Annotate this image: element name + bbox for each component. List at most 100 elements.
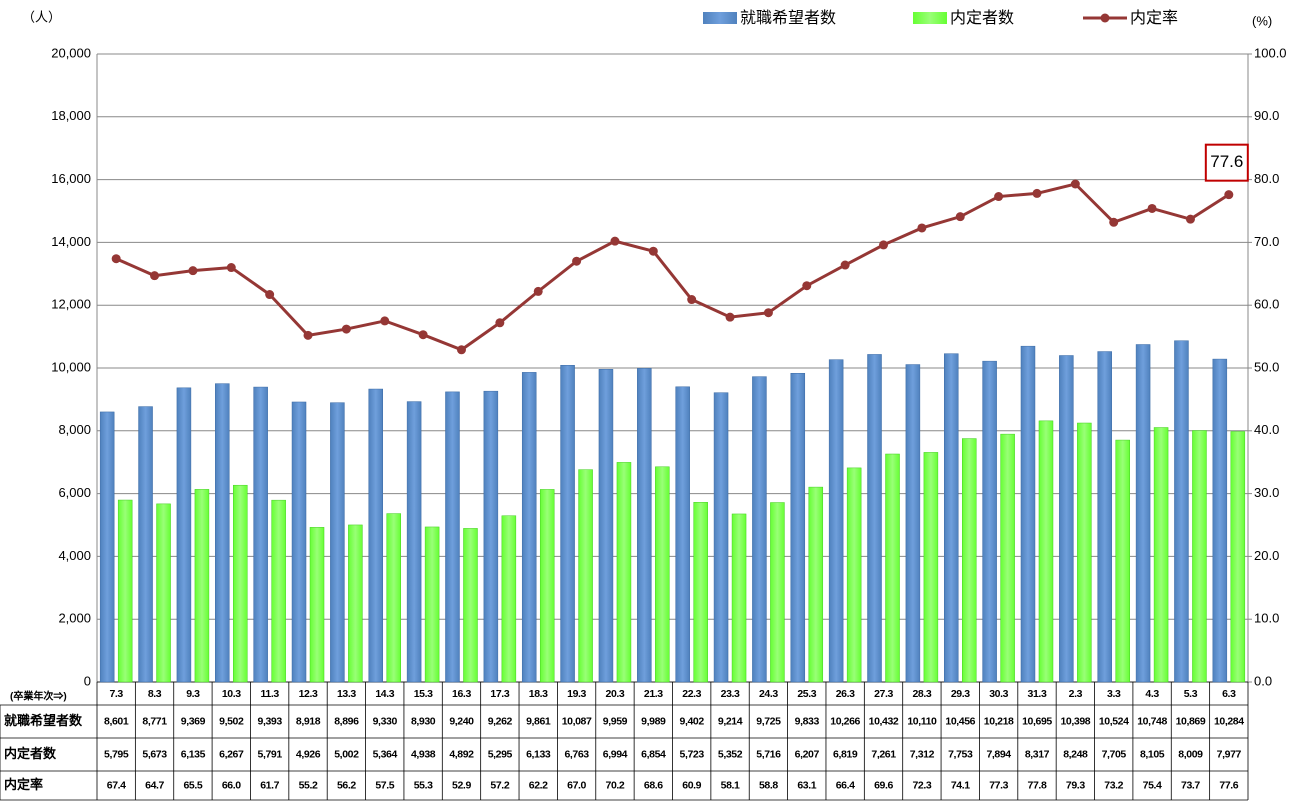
table-value: 60.9 <box>682 779 701 791</box>
line-marker <box>1147 203 1157 213</box>
y2-tick-label: 40.0 <box>1254 422 1279 437</box>
bar <box>616 462 632 683</box>
table-value: 5,673 <box>142 748 167 760</box>
table-value: 55.3 <box>414 779 433 791</box>
y-tick-label: 10,000 <box>51 359 91 374</box>
table-value: 8,771 <box>142 715 167 727</box>
y-tick-label: 12,000 <box>51 297 91 312</box>
bar <box>138 406 153 683</box>
bar <box>253 386 268 683</box>
legend-label: 内定率 <box>1130 9 1178 27</box>
bar <box>445 391 460 683</box>
bar <box>386 513 401 683</box>
y2-tick-label: 50.0 <box>1254 359 1279 374</box>
line-marker <box>418 330 428 340</box>
table-value: 73.7 <box>1181 779 1200 791</box>
table-value: 6,994 <box>603 748 628 760</box>
table-value: 9,502 <box>219 715 244 727</box>
table-value: 5,791 <box>258 748 283 760</box>
table-row-label: 内定率 <box>4 777 43 792</box>
line-marker <box>111 254 121 264</box>
table-value: 9,262 <box>488 715 513 727</box>
line-marker <box>1070 179 1080 189</box>
table-value: 74.1 <box>951 779 970 791</box>
bar <box>598 369 614 683</box>
line-marker <box>725 312 735 322</box>
x-tick-label: 2.3 <box>1069 688 1083 700</box>
y2-tick-label: 80.0 <box>1254 171 1279 186</box>
x-tick-label: 25.3 <box>797 688 816 700</box>
bar <box>1020 345 1036 683</box>
table-value: 10,432 <box>869 715 899 727</box>
y-tick-label: 2,000 <box>58 611 91 626</box>
x-tick-label: 18.3 <box>529 688 548 700</box>
table-value: 7,894 <box>986 748 1011 760</box>
y-axis-label: （人） <box>22 9 61 24</box>
line-marker <box>1032 188 1042 198</box>
bar <box>944 353 959 683</box>
table-value: 7,753 <box>948 748 973 760</box>
line-marker <box>341 324 351 334</box>
line-marker <box>456 345 466 355</box>
x-tick-label: 11.3 <box>261 688 280 700</box>
table-value: 5,352 <box>718 748 743 760</box>
x-tick-label: 22.3 <box>682 688 701 700</box>
table-value: 63.1 <box>797 779 816 791</box>
line-marker <box>188 266 198 276</box>
table-value: 77.6 <box>1219 779 1238 791</box>
table-value: 9,393 <box>258 715 283 727</box>
bar <box>309 527 325 683</box>
bar <box>1115 439 1130 683</box>
y-tick-label: 8,000 <box>58 422 91 437</box>
legend-label: 就職希望者数 <box>740 9 836 27</box>
bar <box>962 438 977 683</box>
bar <box>1174 340 1189 683</box>
x-tick-label: 30.3 <box>989 688 1008 700</box>
line-marker <box>303 330 313 340</box>
bar <box>752 376 767 683</box>
line-marker <box>150 271 160 281</box>
annotation: 77.6 <box>1210 152 1243 171</box>
line-marker <box>879 240 889 250</box>
table-value: 10,087 <box>562 715 592 727</box>
line-marker <box>1224 190 1234 200</box>
table-value: 4,938 <box>411 748 436 760</box>
x-tick-label: 24.3 <box>759 688 778 700</box>
bar <box>233 484 248 683</box>
line-marker <box>763 308 773 318</box>
line-marker <box>610 236 620 246</box>
table-value: 67.4 <box>107 779 126 791</box>
table-value: 7,312 <box>910 748 935 760</box>
bar <box>99 411 115 683</box>
y2-tick-label: 90.0 <box>1254 108 1279 123</box>
bar <box>731 513 747 683</box>
table-row-label: 就職希望者数 <box>4 713 83 728</box>
y-tick-label: 18,000 <box>51 108 91 123</box>
line-marker <box>380 316 390 326</box>
bar <box>406 401 422 683</box>
line-marker <box>802 281 812 291</box>
x-tick-label: 13.3 <box>337 688 356 700</box>
line-marker <box>226 263 236 273</box>
bar <box>291 401 307 683</box>
table-value: 65.5 <box>183 779 202 791</box>
line-marker <box>265 290 275 300</box>
table-value: 55.2 <box>299 779 318 791</box>
table-value: 10,398 <box>1060 715 1090 727</box>
line-marker <box>1109 217 1119 227</box>
table-value: 10,284 <box>1214 715 1244 727</box>
table-value: 77.8 <box>1028 779 1047 791</box>
bar <box>368 388 383 683</box>
line-marker <box>687 295 697 305</box>
bar <box>521 372 537 683</box>
x-tick-label: 26.3 <box>836 688 855 700</box>
table-value: 8,601 <box>104 715 129 727</box>
bar <box>867 354 882 683</box>
table-value: 77.3 <box>989 779 1008 791</box>
x-tick-label: 10.3 <box>222 688 241 700</box>
bar <box>713 392 729 683</box>
table-value: 10,524 <box>1099 715 1129 727</box>
table-value: 57.2 <box>490 779 509 791</box>
bar <box>117 499 133 683</box>
